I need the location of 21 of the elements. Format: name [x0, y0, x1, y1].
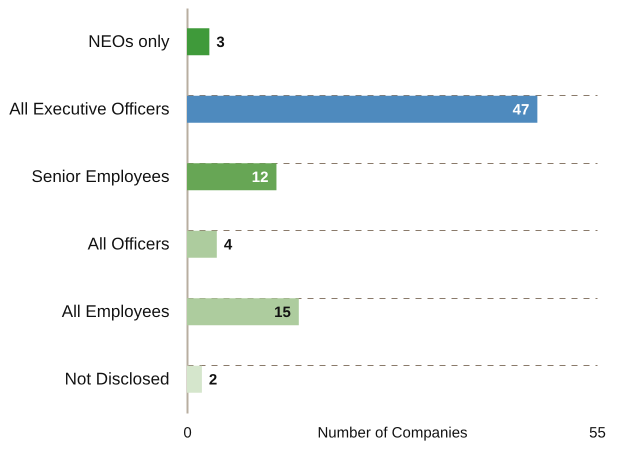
- y-tick-label: All Officers: [88, 234, 170, 254]
- y-tick-label: All Employees: [62, 302, 170, 321]
- bar: [187, 298, 299, 326]
- y-tick-label: All Executive Officers: [9, 99, 170, 118]
- x-axis-title: Number of Companies: [317, 424, 468, 442]
- bar: [187, 230, 217, 258]
- y-tick-label: NEOs only: [88, 32, 170, 51]
- data-label: 47: [512, 101, 530, 118]
- data-label: 2: [208, 371, 218, 388]
- data-label: 15: [274, 304, 291, 321]
- bar: [187, 163, 276, 190]
- y-tick-label: Not Disclosed: [64, 369, 170, 388]
- bar: [187, 366, 202, 393]
- data-label: 4: [224, 236, 233, 254]
- x-tick-label: 55: [589, 424, 606, 442]
- y-tick-label: Senior Employees: [32, 166, 170, 186]
- x-tick-label: 0: [183, 424, 192, 442]
- bar: [187, 28, 210, 56]
- data-label: 3: [216, 34, 225, 51]
- bar: [187, 96, 538, 123]
- data-label: 12: [252, 168, 268, 186]
